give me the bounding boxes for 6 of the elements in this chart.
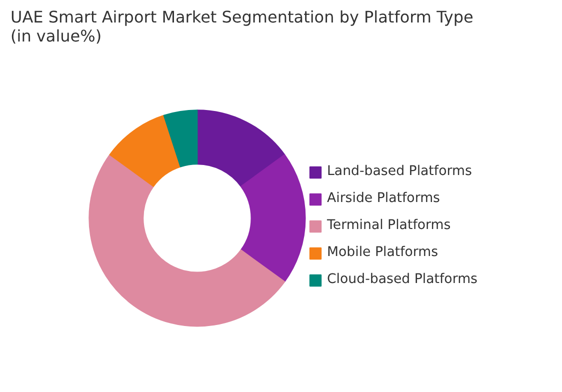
chart-title: UAE Smart Airport Market Segmentation by Platform Type (in value%) bbox=[10, 8, 474, 46]
legend-label: Airside Platforms bbox=[327, 191, 440, 206]
legend-label: Mobile Platforms bbox=[327, 245, 438, 260]
legend-label: Terminal Platforms bbox=[327, 218, 451, 233]
legend-label: Cloud-based Platforms bbox=[327, 272, 478, 287]
legend-label: Land-based Platforms bbox=[327, 164, 472, 179]
